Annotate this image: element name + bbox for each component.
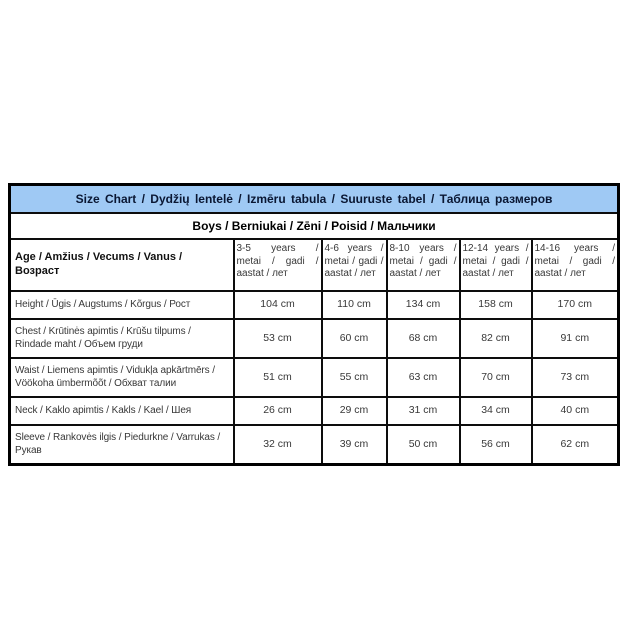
age-col-line: 8-10 years /: [389, 243, 457, 254]
cell-value: 91 cm: [530, 318, 620, 359]
page: Size Chart / Dydžių lentelė / Izmēru tab…: [8, 183, 621, 466]
cell-value: 51 cm: [232, 357, 323, 398]
table-row-waist: Waist / Liemens apimtis / Vidukļa apkārt…: [8, 357, 620, 398]
cell-value: 73 cm: [530, 357, 620, 398]
row-label: Waist / Liemens apimtis / Vidukļa apkārt…: [8, 357, 235, 398]
cell-value: 50 cm: [385, 424, 461, 466]
age-col-header-4-6: 4-6 years / metai / gadi / aastat / лет: [320, 238, 388, 292]
age-col-line: metai / gadi /: [389, 255, 457, 267]
row-label: Neck / Kaklo apimtis / Kakls / Kael / Ше…: [8, 396, 235, 426]
row-label: Chest / Krūtinės apimtis / Krūšu tilpums…: [8, 318, 235, 359]
size-chart-table: Size Chart / Dydžių lentelė / Izmēru tab…: [8, 183, 621, 466]
table-row-chest: Chest / Krūtinės apimtis / Krūšu tilpums…: [8, 318, 620, 359]
cell-value: 26 cm: [232, 396, 323, 426]
cell-value: 60 cm: [320, 318, 388, 359]
age-col-line: aastat / лет: [462, 268, 514, 279]
age-col-header-8-10: 8-10 years / metai / gadi / aastat / лет: [385, 238, 461, 292]
age-col-line: metai / gadi /: [462, 255, 529, 267]
age-col-line: aastat / лет: [389, 268, 441, 279]
cell-value: 134 cm: [385, 290, 461, 320]
table-title: Size Chart / Dydžių lentelė / Izmēru tab…: [8, 183, 620, 214]
age-col-header-3-5: 3-5 years / metai / gadi / aastat / лет: [232, 238, 323, 292]
age-col-line: aastat / лет: [236, 268, 288, 279]
age-row-label: Age / Amžius / Vecums / Vanus / Возраст: [8, 238, 235, 292]
age-col-line: 3-5 years /: [236, 243, 319, 254]
age-col-line: metai / gadi /: [324, 255, 384, 267]
age-col-header-14-16: 14-16 years / metai / gadi / aastat / ле…: [530, 238, 620, 292]
age-col-line: aastat / лет: [534, 268, 586, 279]
cell-value: 56 cm: [458, 424, 533, 466]
table-row-sleeve: Sleeve / Rankovės ilgis / Piedurkne / Va…: [8, 424, 620, 466]
age-col-line: metai / gadi /: [534, 255, 616, 267]
cell-value: 39 cm: [320, 424, 388, 466]
cell-value: 62 cm: [530, 424, 620, 466]
cell-value: 34 cm: [458, 396, 533, 426]
cell-value: 55 cm: [320, 357, 388, 398]
cell-value: 104 cm: [232, 290, 323, 320]
cell-value: 40 cm: [530, 396, 620, 426]
cell-value: 82 cm: [458, 318, 533, 359]
table-subtitle: Boys / Berniukai / Zēni / Poisid / Мальч…: [8, 212, 620, 240]
subtitle-row: Boys / Berniukai / Zēni / Poisid / Мальч…: [8, 212, 620, 240]
table-row-height: Height / Ūgis / Augstums / Kõrgus / Рост…: [8, 290, 620, 320]
cell-value: 70 cm: [458, 357, 533, 398]
age-col-line: 12-14 years /: [462, 243, 529, 254]
cell-value: 32 cm: [232, 424, 323, 466]
cell-value: 53 cm: [232, 318, 323, 359]
cell-value: 158 cm: [458, 290, 533, 320]
cell-value: 68 cm: [385, 318, 461, 359]
age-col-line: metai / gadi /: [236, 255, 319, 267]
table-row-neck: Neck / Kaklo apimtis / Kakls / Kael / Ше…: [8, 396, 620, 426]
row-label: Height / Ūgis / Augstums / Kõrgus / Рост: [8, 290, 235, 320]
cell-value: 110 cm: [320, 290, 388, 320]
age-col-line: aastat / лет: [324, 268, 376, 279]
cell-value: 31 cm: [385, 396, 461, 426]
row-label: Sleeve / Rankovės ilgis / Piedurkne / Va…: [8, 424, 235, 466]
age-col-header-12-14: 12-14 years / metai / gadi / aastat / ле…: [458, 238, 533, 292]
cell-value: 170 cm: [530, 290, 620, 320]
cell-value: 63 cm: [385, 357, 461, 398]
age-col-line: 4-6 years /: [324, 243, 384, 254]
title-row: Size Chart / Dydžių lentelė / Izmēru tab…: [8, 183, 620, 214]
age-col-line: 14-16 years /: [534, 243, 616, 254]
age-header-row: Age / Amžius / Vecums / Vanus / Возраст …: [8, 238, 620, 292]
cell-value: 29 cm: [320, 396, 388, 426]
